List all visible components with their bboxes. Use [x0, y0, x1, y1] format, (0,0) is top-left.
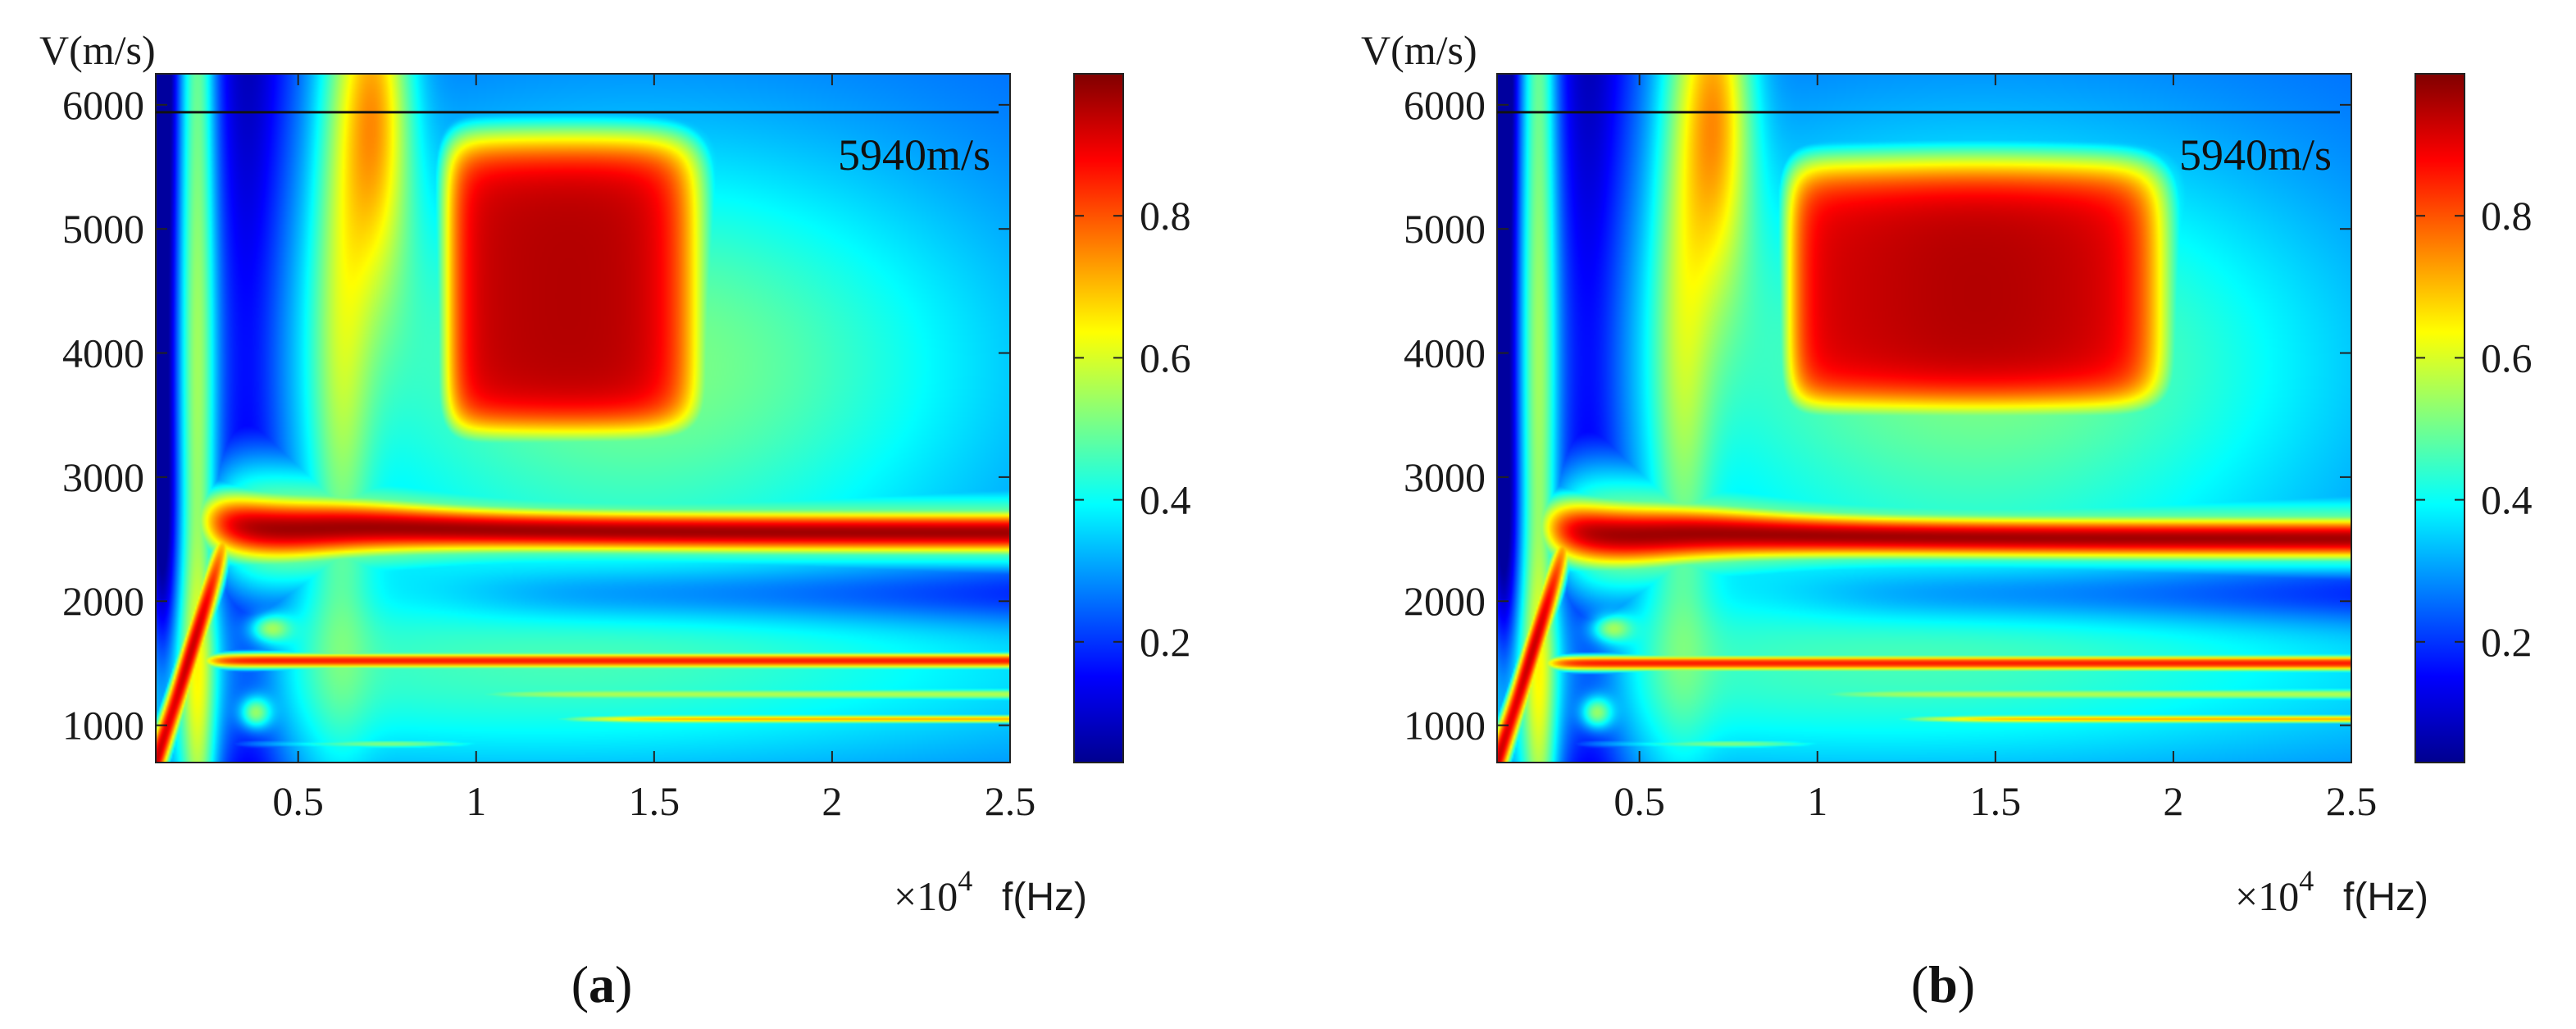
x-multiplier-base: ×10 [2235, 873, 2299, 919]
y-axis-label: V(m/s) [1361, 27, 1477, 73]
colorbar-tick-label: 0.6 [1140, 335, 1191, 380]
y-tick-label: 1000 [62, 703, 144, 749]
x-multiplier: ×104 [2235, 864, 2314, 919]
panel-caption: (a) [571, 955, 633, 1013]
y-tick-label: 3000 [1404, 454, 1486, 500]
x-multiplier: ×104 [894, 864, 972, 919]
x-axis-label: f(Hz) [2343, 876, 2428, 919]
y-axis-label: V(m/s) [39, 27, 156, 73]
panel-caption: (b) [1911, 955, 1975, 1013]
x-ticks: 0.5 1 1.5 2 2.5 [1613, 74, 2377, 824]
y-tick-label: 5000 [1404, 206, 1486, 252]
x-tick-label: 2.5 [985, 778, 1036, 824]
y-tick-label: 4000 [62, 330, 144, 376]
colorbar-tick-label: 0.4 [1140, 477, 1191, 523]
y-ticks: 1000 2000 3000 4000 5000 6000 [1404, 82, 2351, 749]
y-tick-label: 2000 [1404, 578, 1486, 624]
panel-a: V(m/s) 5940m/s 100020003000400050006000 … [39, 27, 1191, 1013]
colorbar-tick-label: 0.2 [1140, 619, 1191, 665]
panel-caption-letter: a [589, 955, 615, 1013]
x-tick-label: 0.5 [272, 778, 324, 824]
y-tick-label: 1000 [1404, 703, 1486, 749]
colorbar [1073, 73, 1124, 763]
y-tick-label: 6000 [62, 82, 144, 128]
x-tick-label: 2.5 [2326, 778, 2378, 824]
y-ticks: 1000 2000 3000 4000 5000 6000 [62, 82, 1010, 749]
y-tick-label: 4000 [1404, 330, 1486, 376]
heatmap-plot [156, 74, 1010, 763]
panel-b: V(m/s) 5940m/s 100020003000400050006000 … [1361, 27, 2533, 1013]
y-tick-label: 6000 [1404, 82, 1486, 128]
colorbar-tick-label: 0.2 [2481, 619, 2533, 665]
x-multiplier-base: ×10 [894, 873, 958, 919]
colorbar-tick-label: 0.8 [2481, 193, 2533, 239]
x-tick-label: 2 [821, 778, 842, 824]
y-tick-label: 5000 [62, 206, 144, 252]
colorbar-tick-label: 0.8 [1140, 193, 1191, 239]
colorbar-tick-label: 0.6 [2481, 335, 2533, 380]
plot-frame [155, 73, 1011, 763]
x-axis-label: f(Hz) [1002, 876, 1087, 919]
y-tick-label: 3000 [62, 454, 144, 500]
x-tick-label: 1.5 [629, 778, 680, 824]
reference-line-label: 5940m/s [2179, 130, 2332, 180]
colorbar-tick-label: 0.4 [2481, 477, 2533, 523]
x-tick-label: 1.5 [1970, 778, 2022, 824]
colorbar-ticks: 0.2 0.4 0.6 0.8 [1074, 193, 1191, 665]
reference-line-label: 5940m/s [838, 130, 990, 180]
x-ticks: 0.5 1 1.5 2 2.5 [272, 74, 1035, 824]
x-multiplier-exponent: 4 [958, 864, 972, 897]
x-tick-label: 1 [466, 778, 486, 824]
x-multiplier-exponent: 4 [2299, 864, 2314, 897]
x-tick-label: 1 [1807, 778, 1827, 824]
x-tick-label: 2 [2163, 778, 2183, 824]
panel-caption-letter: b [1928, 955, 1958, 1013]
colorbar-ticks: 0.2 0.4 0.6 0.8 [2415, 193, 2533, 665]
colorbar [2414, 73, 2465, 763]
heatmap-plot [1497, 74, 2351, 763]
x-tick-label: 0.5 [1613, 778, 1665, 824]
y-tick-label: 2000 [62, 578, 144, 624]
plot-frame [1496, 73, 2352, 763]
